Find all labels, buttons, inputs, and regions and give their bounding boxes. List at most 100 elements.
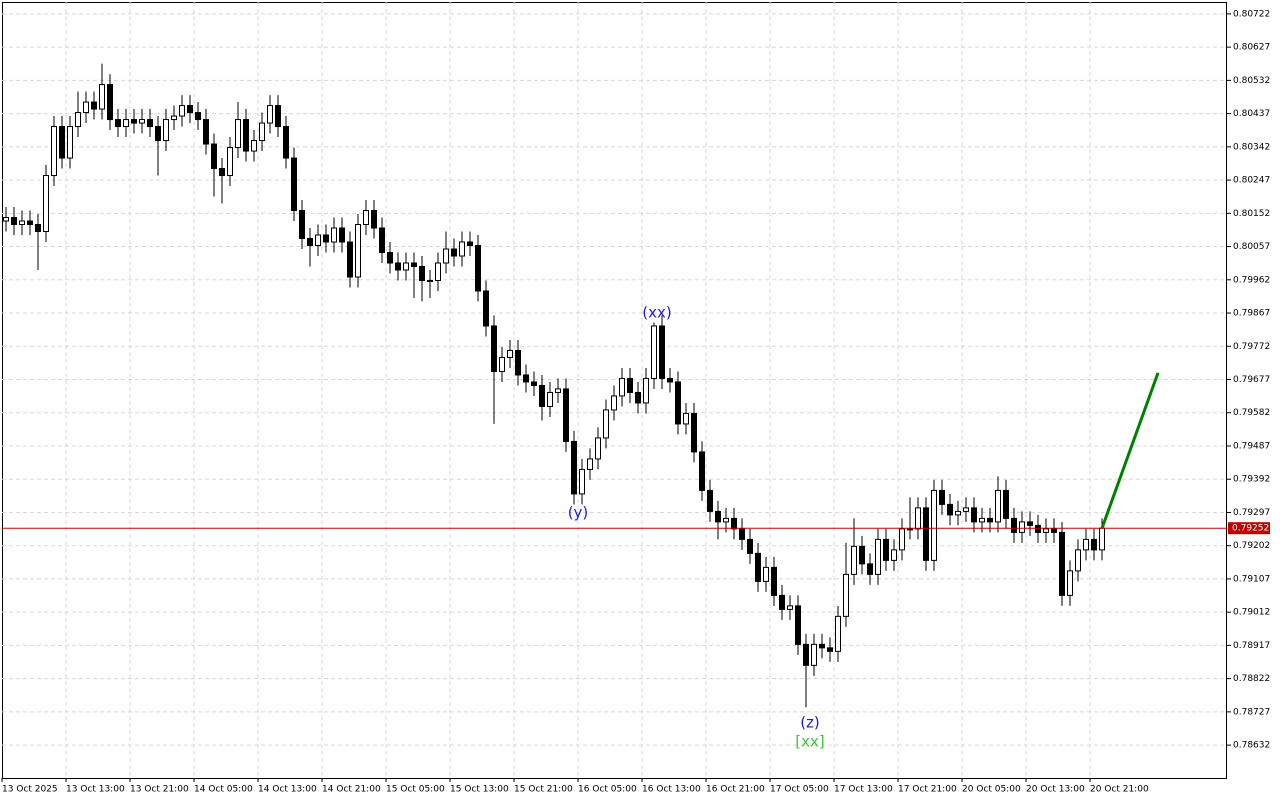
y-tick-label: 0.79107 (1233, 574, 1270, 584)
candle-body (1075, 549, 1081, 572)
y-tick-label: 0.79772 (1233, 342, 1270, 352)
wave-label: [xx] (795, 733, 824, 751)
candle-body (555, 388, 561, 393)
x-tick-label: 15 Oct 05:00 (386, 785, 445, 795)
candle-body (587, 458, 593, 470)
price-label-box (1228, 522, 1270, 535)
y-tick-label: 0.80247 (1233, 176, 1270, 186)
candle-body (763, 566, 769, 582)
candle-body (467, 241, 473, 247)
y-tick-label: 0.79202 (1233, 541, 1270, 551)
candle-body (723, 517, 729, 523)
candle-body (843, 573, 849, 617)
candle-body (659, 325, 665, 379)
candle-body (803, 643, 809, 666)
candle-body (195, 112, 201, 121)
candle-body (627, 377, 633, 393)
candle-body (99, 84, 105, 110)
candle-body (635, 391, 641, 404)
candle-body (987, 517, 993, 523)
candle-body (1003, 489, 1009, 519)
candle-body (83, 101, 89, 114)
candle-body (1051, 528, 1057, 533)
candle-body (867, 563, 873, 575)
y-tick-label: 0.78632 (1233, 741, 1270, 751)
candle-body (995, 489, 1001, 523)
x-tick-label: 14 Oct 21:00 (322, 785, 381, 795)
candle-body (787, 605, 793, 610)
candle-body (435, 262, 441, 281)
candle-body (331, 227, 337, 243)
candle-body (851, 545, 857, 575)
candle-body (203, 119, 209, 145)
y-tick-label: 0.79867 (1233, 309, 1270, 319)
candle-body (827, 647, 833, 652)
candle-body (363, 210, 369, 226)
candle-body (667, 377, 673, 383)
candle-body (163, 119, 169, 142)
candle-body (795, 605, 801, 645)
candle-body (931, 489, 937, 561)
candle-body (779, 594, 785, 610)
x-tick-label: 14 Oct 13:00 (258, 785, 317, 795)
y-tick-label: 0.80532 (1233, 76, 1270, 86)
candle-body (395, 262, 401, 271)
candle-body (347, 241, 353, 278)
candle-body (155, 126, 161, 142)
candle-body (171, 115, 177, 121)
x-tick-label: 20 Oct 21:00 (1090, 785, 1149, 795)
projection-line (1100, 372, 1160, 529)
candle-body (499, 356, 505, 372)
candle-body (715, 510, 721, 523)
x-tick-label: 13 Oct 13:00 (66, 785, 125, 795)
wave-label: (z) (800, 714, 820, 732)
candle-body (939, 489, 945, 505)
y-tick-label: 0.79392 (1233, 475, 1270, 485)
candle-body (75, 112, 81, 128)
candle-body (523, 374, 529, 383)
x-tick-label: 13 Oct 21:00 (130, 785, 189, 795)
candle-body (115, 119, 121, 128)
candle-body (251, 140, 257, 152)
candle-body (147, 119, 153, 128)
candle-body (411, 262, 417, 267)
candle-body (1059, 531, 1065, 596)
y-tick-label: 0.80627 (1233, 43, 1270, 53)
x-tick-label: 20 Oct 13:00 (1026, 785, 1085, 795)
candle-body (419, 265, 425, 281)
candle-body (1043, 528, 1049, 533)
x-tick-label: 13 Oct 2025 (2, 785, 58, 795)
candle-body (731, 517, 737, 530)
candle-body (563, 388, 569, 442)
candle-body (947, 503, 953, 516)
wave-label: (xx) (642, 304, 671, 322)
x-tick-label: 16 Oct 21:00 (706, 785, 765, 795)
candle-body (459, 241, 465, 257)
candle-body (443, 248, 449, 264)
candle-body (483, 290, 489, 327)
candle-body (307, 238, 313, 247)
candle-body (979, 517, 985, 523)
x-tick-label: 17 Oct 13:00 (834, 785, 893, 795)
candle-body (59, 126, 65, 159)
x-tick-label: 15 Oct 21:00 (514, 785, 573, 795)
candle-body (955, 510, 961, 516)
y-tick-label: 0.79297 (1233, 508, 1270, 518)
candle-body (531, 381, 537, 386)
x-tick-label: 16 Oct 13:00 (642, 785, 701, 795)
x-tick-label: 15 Oct 13:00 (450, 785, 509, 795)
candle-body (67, 126, 73, 159)
candle-body (691, 412, 697, 453)
candle-body (275, 105, 281, 128)
candle-body (891, 549, 897, 561)
x-tick-label: 17 Oct 05:00 (770, 785, 829, 795)
candle-body (3, 217, 9, 222)
candle-body (915, 507, 921, 530)
candle-body (219, 168, 225, 177)
plot-frame (2, 2, 1227, 779)
candle-body (1099, 527, 1105, 551)
candle-body (907, 528, 913, 531)
candle-body (11, 217, 17, 226)
candle-body (611, 395, 617, 411)
